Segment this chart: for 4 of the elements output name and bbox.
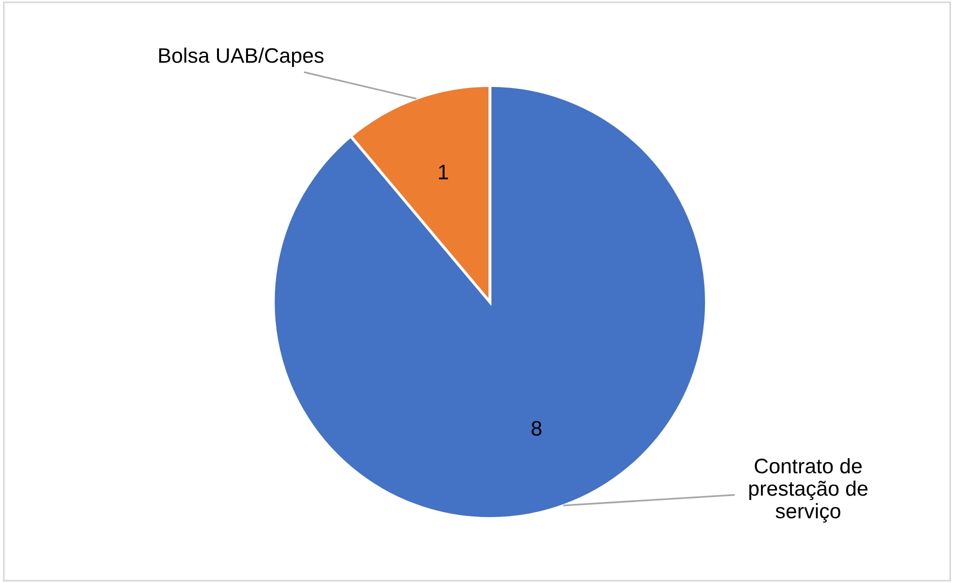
slice-label: Bolsa UAB/Capes	[159, 48, 324, 68]
slice-label: Contrato de prestação de serviço	[749, 458, 868, 523]
data-label: 8	[532, 421, 542, 436]
data-label: 1	[439, 164, 448, 180]
